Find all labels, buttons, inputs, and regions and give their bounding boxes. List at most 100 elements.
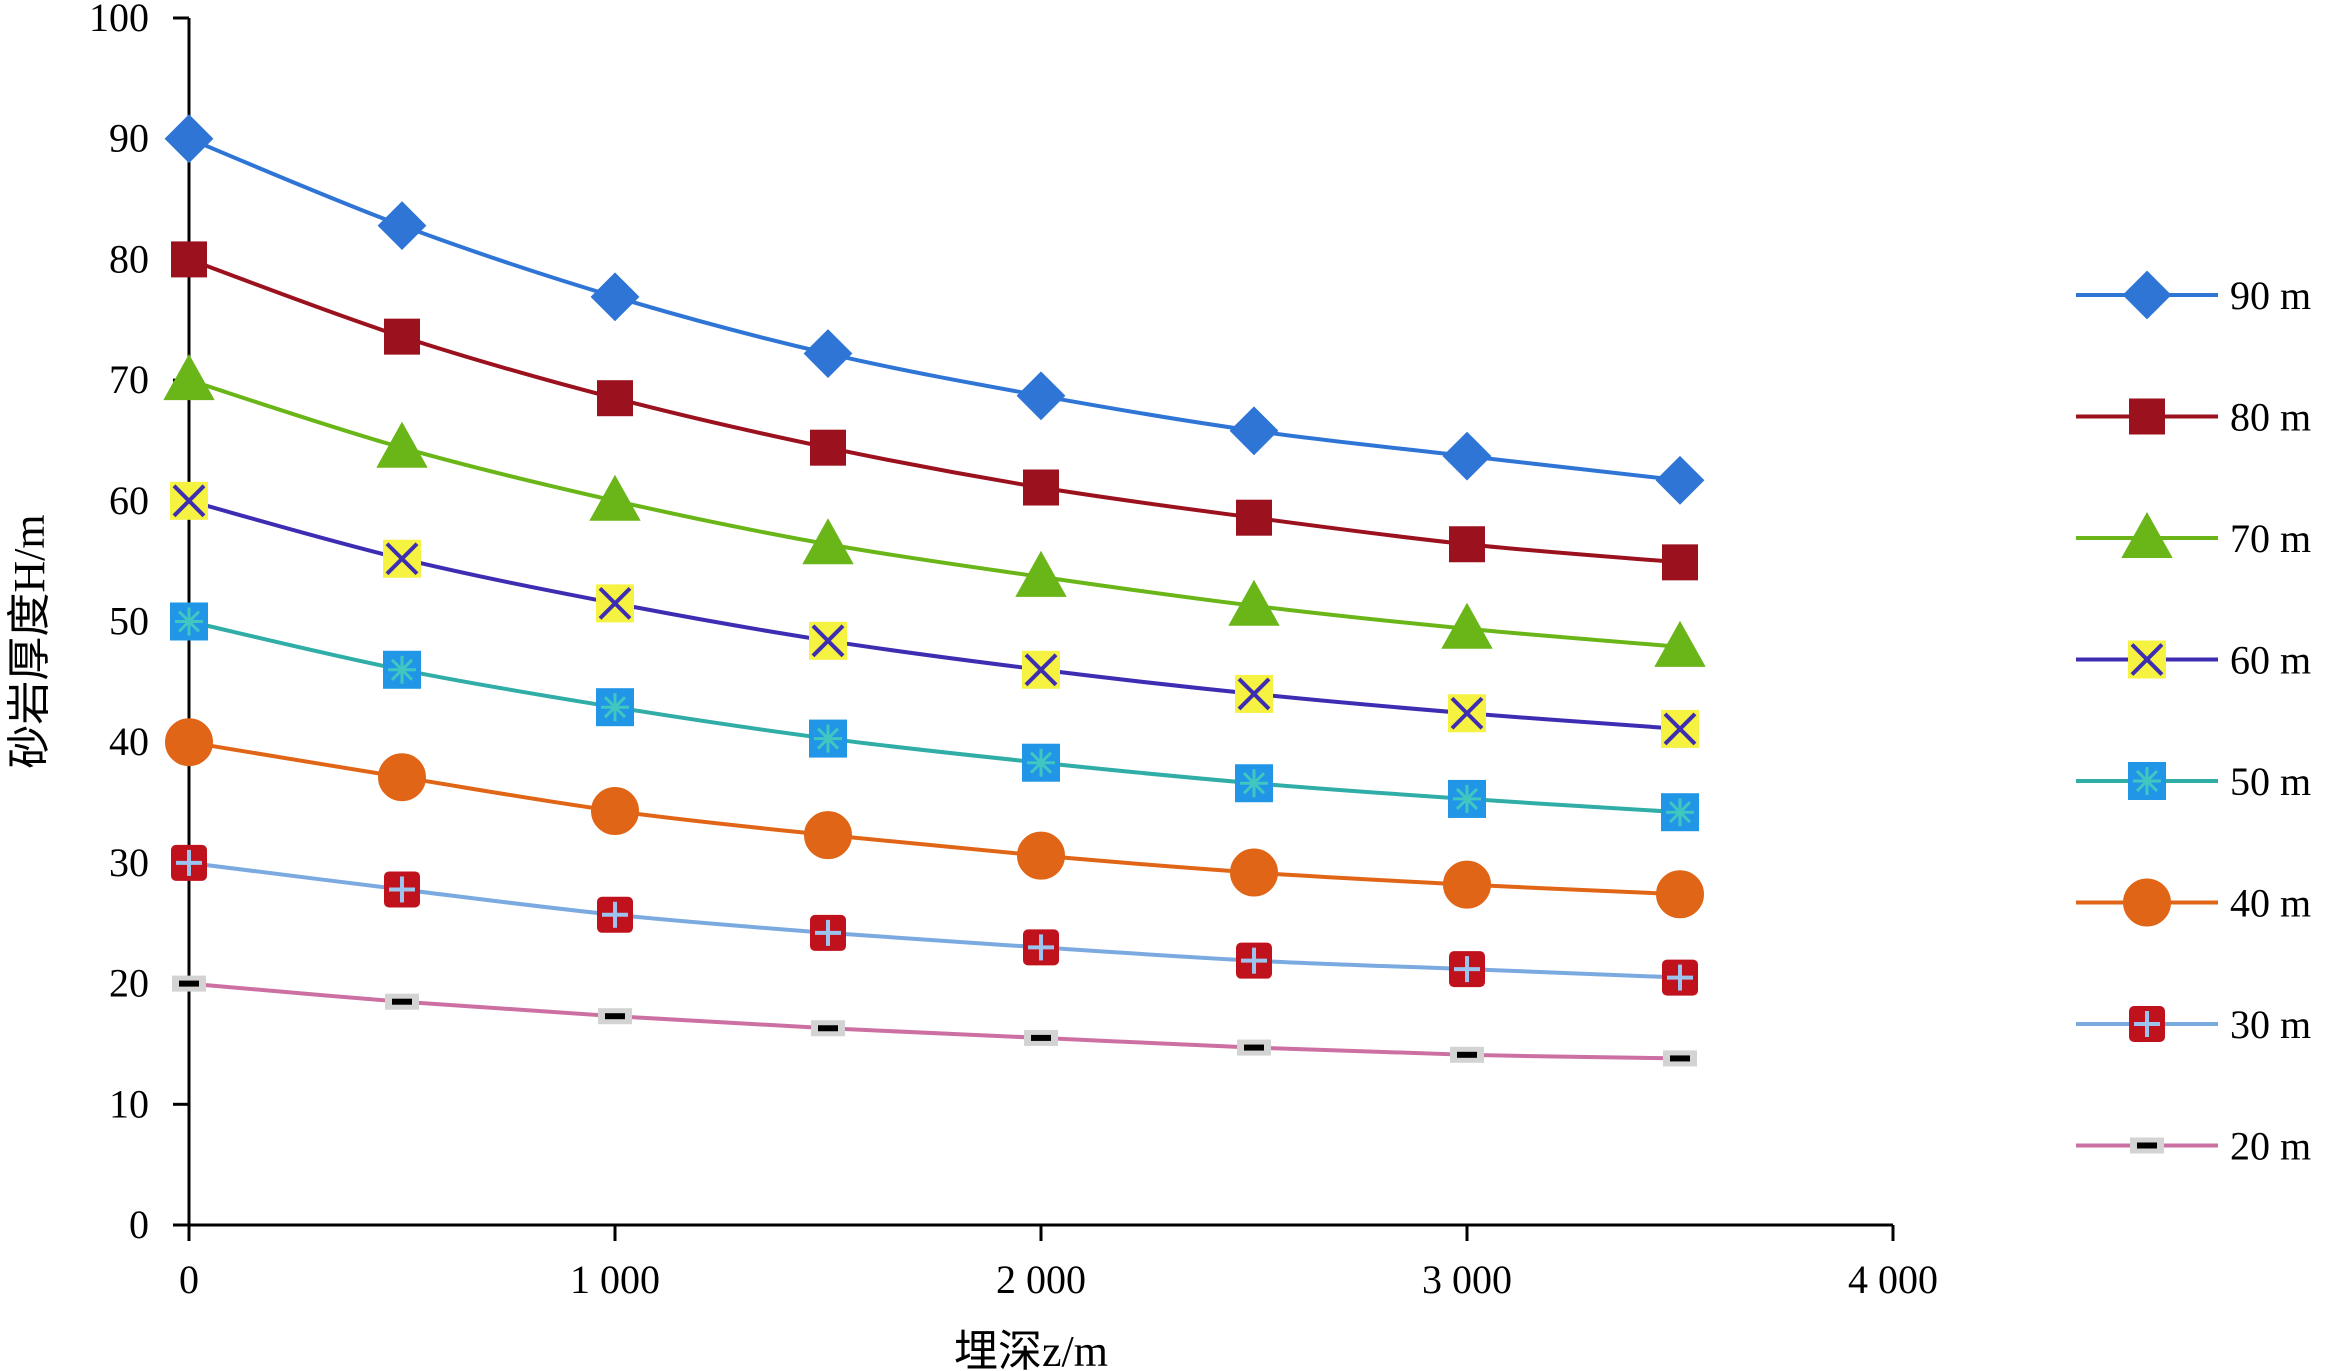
data-point	[170, 602, 208, 641]
legend-label: 20 m	[2230, 1124, 2311, 1169]
data-point	[1017, 831, 1065, 880]
data-point	[1654, 620, 1706, 667]
data-point	[170, 481, 208, 520]
y-tick-label: 20	[109, 961, 149, 1006]
data-point	[1022, 743, 1060, 782]
y-tick-label: 100	[89, 0, 149, 40]
data-point	[1016, 371, 1066, 421]
series-80m	[171, 241, 1698, 581]
series-60m	[170, 481, 1699, 748]
data-point	[1236, 942, 1272, 979]
data-point	[1663, 1050, 1697, 1067]
data-point	[1442, 431, 1492, 481]
legend-item: 20 m	[2076, 1124, 2311, 1169]
series-50m	[170, 602, 1699, 832]
x-tick-label: 0	[179, 1257, 199, 1302]
data-point	[1449, 526, 1485, 563]
data-point	[597, 380, 633, 417]
data-point	[377, 201, 427, 251]
data-point	[1236, 499, 1272, 536]
legend-label: 90 m	[2230, 273, 2311, 318]
data-point	[1229, 406, 1279, 456]
series-30m	[171, 844, 1698, 996]
data-point	[589, 474, 641, 521]
y-tick-label: 40	[109, 719, 149, 764]
data-point	[376, 421, 428, 468]
series-line	[188, 740, 1681, 897]
legend-marker	[2130, 1137, 2164, 1154]
data-point	[383, 650, 421, 689]
legend-marker	[2129, 1006, 2165, 1042]
data-point	[598, 1008, 632, 1025]
data-point	[591, 786, 639, 835]
series-70m	[163, 354, 1706, 667]
data-point	[802, 518, 854, 565]
x-tick-label: 2 000	[996, 1257, 1086, 1302]
data-point	[171, 241, 207, 278]
data-point	[596, 688, 634, 727]
data-point	[384, 871, 420, 908]
x-tick-label: 4 000	[1848, 1257, 1938, 1302]
series-line	[188, 860, 1681, 980]
y-tick-label: 30	[109, 840, 149, 885]
series-40m	[165, 718, 1704, 919]
y-tick-label: 80	[109, 236, 149, 281]
legend-item: 40 m	[2076, 878, 2311, 927]
data-point	[1448, 694, 1486, 733]
legend-item: 90 m	[2076, 270, 2311, 320]
legend-item: 30 m	[2076, 1002, 2311, 1047]
data-point	[810, 914, 846, 951]
series-line	[188, 378, 1681, 649]
series-90m	[164, 114, 1705, 505]
legend-label: 60 m	[2230, 638, 2311, 683]
legend-item: 60 m	[2076, 638, 2311, 683]
data-point	[811, 1020, 845, 1037]
axes: 0 10 20 30 40 50 60 70 80 90 100 0 1 000 2 000 3 000 4 …	[89, 0, 1938, 1302]
legend-marker	[2123, 878, 2171, 927]
x-axis-title: 埋深z/m	[954, 1327, 1108, 1371]
data-point	[1443, 860, 1491, 909]
data-point	[810, 429, 846, 466]
legend-item: 80 m	[2076, 395, 2311, 440]
data-point	[1022, 650, 1060, 689]
legend-label: 80 m	[2230, 395, 2311, 440]
data-point	[1230, 848, 1278, 897]
data-point	[804, 811, 852, 860]
y-tick-label: 10	[109, 1081, 149, 1126]
data-point	[172, 975, 206, 992]
data-point	[1450, 1046, 1484, 1063]
data-point	[1655, 455, 1705, 505]
legend: 90 m 80 m 70 m 60 m 50 m 40 m 30 m 20 m	[2076, 270, 2311, 1169]
data-point	[1015, 550, 1067, 597]
data-point	[1228, 579, 1280, 626]
y-tick-label: 0	[129, 1202, 149, 1247]
legend-label: 40 m	[2230, 881, 2311, 926]
legend-label: 50 m	[2230, 759, 2311, 804]
data-point	[163, 354, 215, 401]
data-point	[590, 272, 640, 322]
data-point	[1023, 469, 1059, 506]
data-point	[1235, 764, 1273, 803]
legend-marker	[2129, 398, 2165, 435]
data-point	[1023, 929, 1059, 966]
series-layer	[163, 114, 1706, 1067]
legend-label: 70 m	[2230, 516, 2311, 561]
series-line	[188, 619, 1681, 815]
data-point	[1661, 709, 1699, 748]
data-point	[809, 621, 847, 660]
series-line	[188, 136, 1681, 483]
y-tick-label: 90	[109, 116, 149, 161]
legend-marker	[2121, 511, 2173, 558]
data-point	[165, 718, 213, 767]
data-point	[803, 329, 853, 378]
series-line	[188, 498, 1681, 731]
series-20m	[172, 975, 1697, 1067]
data-point	[1448, 779, 1486, 818]
data-point	[809, 719, 847, 758]
data-point	[1441, 602, 1493, 649]
data-point	[171, 844, 207, 881]
legend-marker	[2122, 270, 2172, 320]
y-tick-label: 70	[109, 357, 149, 402]
y-tick-label: 60	[109, 478, 149, 523]
series-line	[188, 257, 1681, 565]
